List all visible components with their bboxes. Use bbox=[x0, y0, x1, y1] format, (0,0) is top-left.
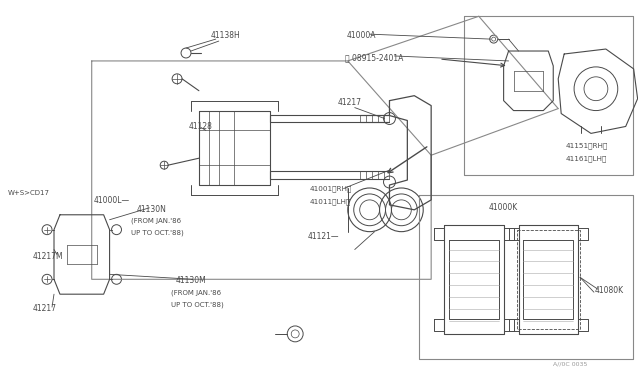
Text: 41217: 41217 bbox=[32, 304, 56, 313]
Text: 41128: 41128 bbox=[189, 122, 213, 131]
Text: (FROM JAN.'86: (FROM JAN.'86 bbox=[131, 218, 182, 224]
Text: 41217: 41217 bbox=[338, 98, 362, 107]
Text: 41138H: 41138H bbox=[211, 31, 241, 40]
Text: A//0C 0035: A//0C 0035 bbox=[553, 362, 588, 367]
Text: 41000K: 41000K bbox=[489, 203, 518, 212]
Text: 41000L—: 41000L— bbox=[93, 196, 130, 205]
Text: 41080K: 41080K bbox=[595, 286, 624, 295]
Text: 41217M: 41217M bbox=[32, 251, 63, 260]
Text: UP TO OCT.'88): UP TO OCT.'88) bbox=[171, 301, 224, 308]
Text: W+S>CD17: W+S>CD17 bbox=[7, 190, 49, 196]
Text: 41130N: 41130N bbox=[136, 205, 166, 214]
Text: Ⓜ 08915-2401A: Ⓜ 08915-2401A bbox=[345, 53, 403, 62]
Text: 41001〈RH〉: 41001〈RH〉 bbox=[310, 185, 353, 192]
Text: 41161〈LH〉: 41161〈LH〉 bbox=[565, 155, 607, 162]
Text: 41151〈RH〉: 41151〈RH〉 bbox=[565, 142, 607, 149]
Text: 41121—: 41121— bbox=[308, 232, 340, 241]
Text: 41130M: 41130M bbox=[176, 276, 207, 285]
Text: (FROM JAN.'86: (FROM JAN.'86 bbox=[171, 289, 221, 296]
Text: 41011〈LH〉: 41011〈LH〉 bbox=[310, 198, 351, 205]
Text: UP TO OCT.'88): UP TO OCT.'88) bbox=[131, 230, 184, 236]
Text: 41000A: 41000A bbox=[347, 31, 376, 40]
